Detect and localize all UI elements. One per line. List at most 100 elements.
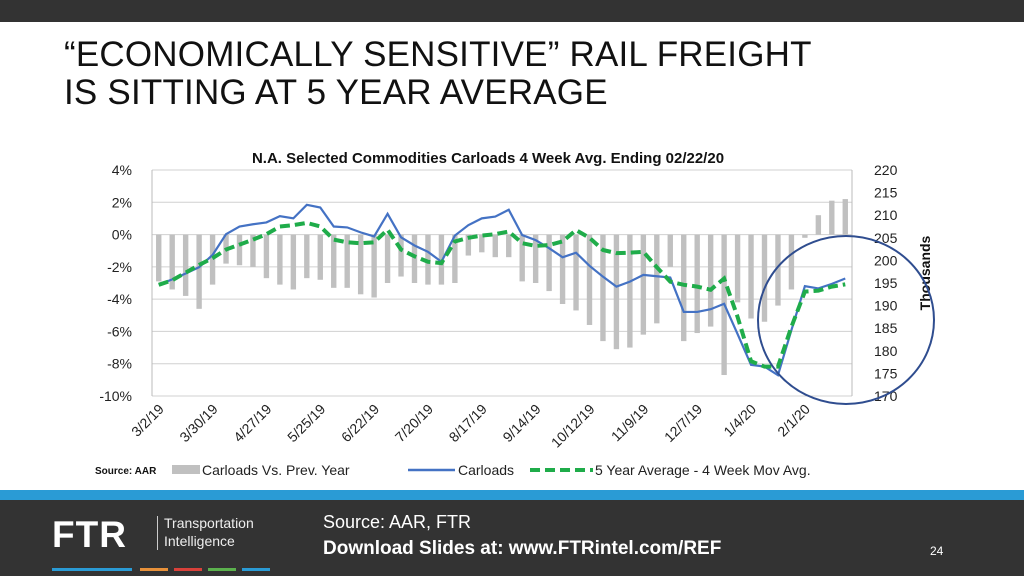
x-tick-label: 5/25/19 — [284, 401, 328, 445]
download-link[interactable]: Download Slides at: www.FTRintel.com/REF — [323, 538, 722, 559]
bar — [277, 234, 283, 285]
tagline-2: Intelligence — [164, 533, 235, 549]
x-tick-label: 7/20/19 — [392, 401, 436, 445]
logo-color-bars — [52, 568, 272, 571]
bar — [384, 234, 391, 283]
bar — [344, 234, 350, 288]
x-tick-label: 12/7/19 — [661, 401, 705, 445]
legend-bar-label: Carloads Vs. Prev. Year — [202, 462, 350, 478]
ftr-logo: FTR — [52, 514, 127, 555]
bar — [775, 234, 781, 306]
tagline-1: Transportation — [164, 515, 254, 531]
bar — [357, 234, 364, 295]
bar — [815, 215, 822, 235]
bar — [371, 234, 377, 298]
annotation-circle — [757, 235, 935, 405]
y-right-tick-label: 175 — [874, 365, 898, 381]
top-bar — [0, 0, 1024, 22]
bar — [209, 234, 216, 285]
bar — [317, 234, 323, 280]
slide-title: “ECONOMICALLY SENSITIVE” RAIL FREIGHT IS… — [64, 36, 812, 112]
logo-divider — [157, 516, 158, 550]
x-tick-label: 3/30/19 — [176, 401, 220, 445]
bar — [519, 234, 525, 282]
y-left-tick-label: -10% — [99, 388, 132, 404]
chart-title: N.A. Selected Commodities Carloads 4 Wee… — [252, 150, 724, 167]
y-right-tick-label: 200 — [874, 252, 898, 268]
x-tick-label: 9/14/19 — [499, 401, 543, 445]
y-right-tick-label: 215 — [874, 185, 898, 201]
x-tick-label: 10/12/19 — [548, 401, 598, 451]
bar — [304, 234, 310, 279]
bar — [452, 234, 458, 283]
bar — [559, 234, 566, 304]
accent-stripe — [0, 490, 1024, 500]
y-left-tick-label: -2% — [107, 259, 132, 275]
bar — [236, 234, 243, 266]
title-line-1: “ECONOMICALLY SENSITIVE” RAIL FREIGHT — [64, 35, 812, 74]
bar — [479, 234, 485, 253]
y-left-tick-label: 2% — [112, 194, 132, 210]
footer-source: Source: AAR, FTR — [323, 512, 472, 532]
y-left-tick-label: 0% — [112, 227, 132, 243]
bar — [250, 234, 256, 267]
footer: FTR Transportation Intelligence Source: … — [0, 500, 1024, 576]
y-left-tick-label: -8% — [107, 356, 132, 372]
bar — [748, 234, 754, 319]
y-right-tick-label: 205 — [874, 230, 898, 246]
bar — [802, 234, 808, 238]
bar — [290, 234, 297, 290]
bar — [398, 234, 404, 277]
bar — [425, 234, 431, 285]
bar — [586, 234, 593, 325]
y-left-tick-label: -6% — [107, 323, 132, 339]
page-number: 24 — [930, 544, 944, 558]
x-tick-label: 11/9/19 — [608, 401, 652, 445]
y-left-tick-label: 4% — [112, 162, 132, 178]
title-line-2: IS SITTING AT 5 YEAR AVERAGE — [64, 73, 608, 112]
y-right-tick-label: 210 — [874, 207, 898, 223]
legend-five-year-label: 5 Year Average - 4 Week Mov Avg. — [595, 462, 811, 478]
bar — [600, 234, 606, 342]
bar — [546, 234, 552, 292]
bar — [465, 234, 472, 256]
bar — [627, 234, 633, 348]
bar — [694, 234, 700, 334]
y-right-tick-label: 190 — [874, 298, 898, 314]
y-right-tick-label: 185 — [874, 320, 898, 336]
bar — [156, 234, 162, 282]
y-left-tick-label: -4% — [107, 291, 132, 307]
y-right-tick-label: 220 — [874, 162, 898, 178]
x-tick-label: 6/22/19 — [338, 401, 382, 445]
x-tick-label: 1/4/20 — [720, 401, 759, 440]
bar — [331, 234, 337, 288]
bar — [734, 234, 741, 303]
x-tick-label: 2/1/20 — [774, 401, 813, 440]
bar — [654, 234, 660, 324]
carloads-line — [158, 203, 846, 377]
bar — [532, 234, 539, 283]
bar — [842, 199, 848, 235]
bar — [613, 234, 620, 350]
bar — [196, 234, 202, 309]
x-tick-label: 3/2/19 — [128, 401, 167, 440]
bar — [492, 234, 498, 258]
bar — [667, 234, 673, 267]
chart-source: Source: AAR — [95, 466, 157, 477]
five-year-avg-line — [158, 220, 846, 369]
combo-chart: N.A. Selected Commodities Carloads 4 Wee… — [95, 150, 935, 478]
bar — [573, 234, 579, 311]
legend-carloads-label: Carloads — [458, 462, 514, 478]
x-tick-label: 8/17/19 — [446, 401, 490, 445]
bar — [788, 234, 795, 290]
bar — [263, 234, 270, 279]
logo-tagline: Transportation Intelligence — [164, 514, 254, 550]
bar — [681, 234, 687, 342]
bar — [169, 234, 175, 290]
x-tick-label: 4/27/19 — [230, 401, 274, 445]
bar — [761, 234, 768, 322]
bar — [829, 200, 835, 235]
bar — [506, 234, 512, 258]
y-right-tick-label: 180 — [874, 343, 898, 359]
legend-bar-swatch — [172, 465, 200, 474]
